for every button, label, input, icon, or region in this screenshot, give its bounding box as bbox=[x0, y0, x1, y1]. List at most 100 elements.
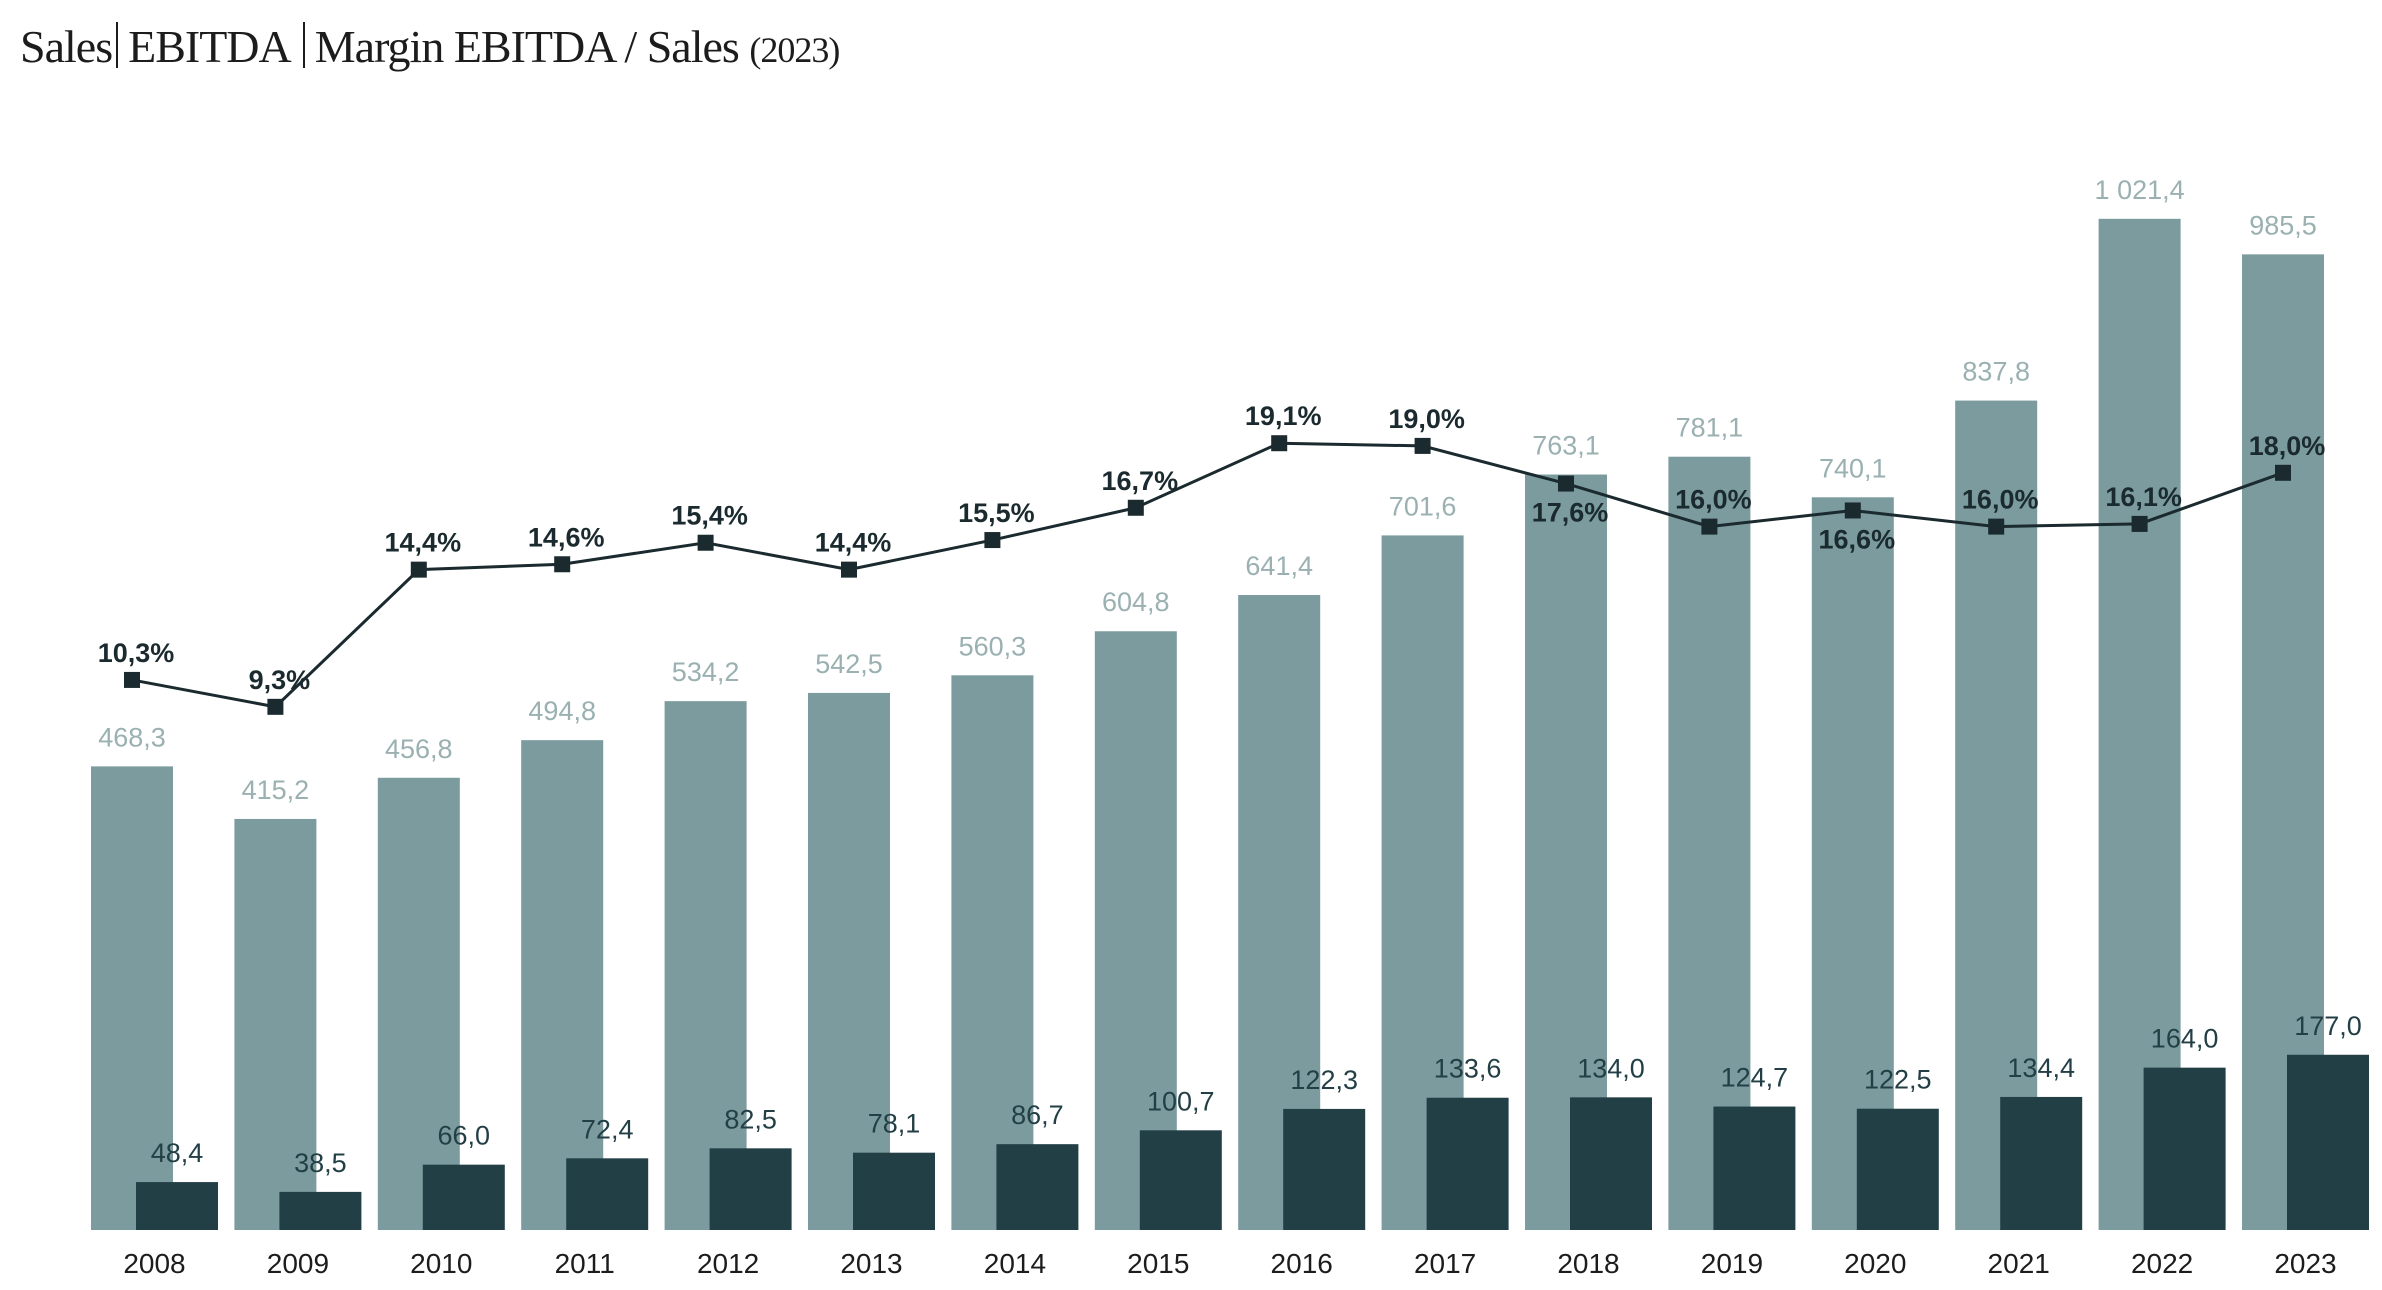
sales-label: 781,1 bbox=[1676, 413, 1744, 443]
sales-bar bbox=[951, 675, 1034, 1230]
sales-label: 701,6 bbox=[1389, 491, 1457, 521]
margin-label: 19,1% bbox=[1245, 401, 1322, 431]
ebitda-label: 133,6 bbox=[1434, 1054, 1502, 1084]
margin-label: 16,7% bbox=[1102, 466, 1179, 496]
ebitda-label: 100,7 bbox=[1147, 1086, 1215, 1116]
sales-label: 542,5 bbox=[815, 649, 883, 679]
margin-marker bbox=[267, 698, 284, 715]
ebitda-bar bbox=[1713, 1106, 1796, 1230]
x-tick-label: 2008 bbox=[123, 1248, 185, 1279]
ebitda-label: 48,4 bbox=[151, 1138, 204, 1168]
margin-marker bbox=[697, 534, 714, 551]
x-tick-label: 2019 bbox=[1701, 1248, 1763, 1279]
x-tick-label: 2012 bbox=[697, 1248, 759, 1279]
x-tick-label: 2014 bbox=[984, 1248, 1046, 1279]
margin-label: 9,3% bbox=[249, 665, 311, 695]
margin-label: 18,0% bbox=[2249, 431, 2326, 461]
title-divider bbox=[116, 22, 119, 68]
ebitda-label: 38,5 bbox=[294, 1148, 347, 1178]
margin-label: 15,5% bbox=[958, 498, 1035, 528]
ebitda-bar bbox=[1139, 1130, 1222, 1230]
x-tick-label: 2013 bbox=[840, 1248, 902, 1279]
ebitda-bar bbox=[279, 1191, 362, 1230]
ebitda-bar bbox=[422, 1164, 505, 1230]
sales-label: 560,3 bbox=[959, 631, 1027, 661]
margin-label: 16,6% bbox=[1819, 524, 1896, 554]
x-tick-label: 2022 bbox=[2131, 1248, 2193, 1279]
margin-label: 16,0% bbox=[1962, 485, 2039, 515]
x-tick-label: 2009 bbox=[267, 1248, 329, 1279]
ebitda-label: 177,0 bbox=[2294, 1011, 2362, 1041]
sales-label: 1 021,4 bbox=[2095, 175, 2185, 205]
margin-marker bbox=[1414, 437, 1431, 454]
sales-bar bbox=[377, 777, 460, 1230]
sales-label: 468,3 bbox=[98, 722, 166, 752]
sales-bar bbox=[234, 818, 317, 1230]
title-sales: Sales bbox=[20, 21, 113, 72]
x-tick-label: 2017 bbox=[1414, 1248, 1476, 1279]
margin-marker bbox=[1127, 499, 1144, 516]
ebitda-bar bbox=[996, 1144, 1079, 1230]
title-margin: Margin EBITDA / Sales bbox=[314, 21, 740, 72]
ebitda-bar bbox=[1283, 1108, 1366, 1230]
ebitda-bar bbox=[853, 1152, 935, 1230]
sales-label: 985,5 bbox=[2249, 210, 2317, 240]
margin-label: 14,4% bbox=[385, 528, 462, 558]
ebitda-label: 86,7 bbox=[1011, 1100, 1064, 1130]
margin-marker bbox=[410, 561, 427, 578]
margin-label: 17,6% bbox=[1532, 498, 1609, 528]
margin-marker bbox=[554, 556, 571, 573]
x-tick-label: 2021 bbox=[1988, 1248, 2050, 1279]
ebitda-label: 164,0 bbox=[2151, 1024, 2219, 1054]
ebitda-bar bbox=[2287, 1054, 2369, 1230]
title-divider bbox=[302, 22, 305, 68]
sales-bar bbox=[521, 740, 604, 1230]
x-tick-label: 2018 bbox=[1557, 1248, 1619, 1279]
ebitda-label: 82,5 bbox=[724, 1104, 777, 1134]
margin-marker bbox=[1701, 518, 1718, 535]
sales-label: 604,8 bbox=[1102, 587, 1170, 617]
sales-label: 837,8 bbox=[1962, 357, 2030, 387]
margin-marker bbox=[2131, 515, 2148, 532]
margin-marker bbox=[984, 532, 1001, 549]
ebitda-label: 66,0 bbox=[438, 1121, 491, 1151]
sales-bar bbox=[664, 701, 747, 1230]
sales-bar bbox=[91, 766, 173, 1230]
sales-label: 641,4 bbox=[1245, 551, 1313, 581]
title-year: (2023) bbox=[749, 30, 840, 70]
sales-label: 494,8 bbox=[528, 696, 596, 726]
x-tick-label: 2010 bbox=[410, 1248, 472, 1279]
ebitda-bar bbox=[566, 1158, 649, 1230]
sales-bar bbox=[1955, 400, 2038, 1230]
ebitda-label: 122,5 bbox=[1864, 1065, 1932, 1095]
sales-label: 534,2 bbox=[672, 657, 740, 687]
chart-title: Sales EBITDA Margin EBITDA / Sales (2023) bbox=[20, 20, 840, 73]
ebitda-bar bbox=[1426, 1097, 1509, 1230]
ebitda-bar bbox=[136, 1182, 218, 1230]
margin-marker bbox=[1844, 502, 1861, 519]
sales-bar bbox=[808, 692, 890, 1230]
margin-marker bbox=[1558, 475, 1574, 492]
x-tick-label: 2020 bbox=[1844, 1248, 1906, 1279]
margin-marker bbox=[841, 561, 857, 578]
margin-label: 19,0% bbox=[1388, 404, 1465, 434]
sales-label: 415,2 bbox=[242, 775, 310, 805]
ebitda-label: 78,1 bbox=[868, 1109, 921, 1139]
margin-marker bbox=[1271, 435, 1288, 452]
x-tick-label: 2023 bbox=[2274, 1248, 2336, 1279]
ebitda-bar bbox=[2143, 1067, 2226, 1230]
ebitda-label: 134,4 bbox=[2007, 1053, 2075, 1083]
sales-label: 763,1 bbox=[1532, 431, 1600, 461]
ebitda-label: 122,3 bbox=[1290, 1065, 1358, 1095]
margin-marker bbox=[1988, 518, 2005, 535]
margin-label: 16,1% bbox=[2105, 482, 2182, 512]
margin-label: 15,4% bbox=[671, 501, 748, 531]
sales-bar bbox=[1668, 456, 1751, 1230]
margin-label: 14,4% bbox=[815, 528, 892, 558]
sales-bar bbox=[1094, 631, 1177, 1230]
ebitda-label: 124,7 bbox=[1721, 1063, 1789, 1093]
margin-marker bbox=[2275, 464, 2291, 481]
ebitda-bar bbox=[1570, 1097, 1652, 1230]
sales-bar bbox=[2098, 218, 2181, 1231]
x-tick-label: 2015 bbox=[1127, 1248, 1189, 1279]
